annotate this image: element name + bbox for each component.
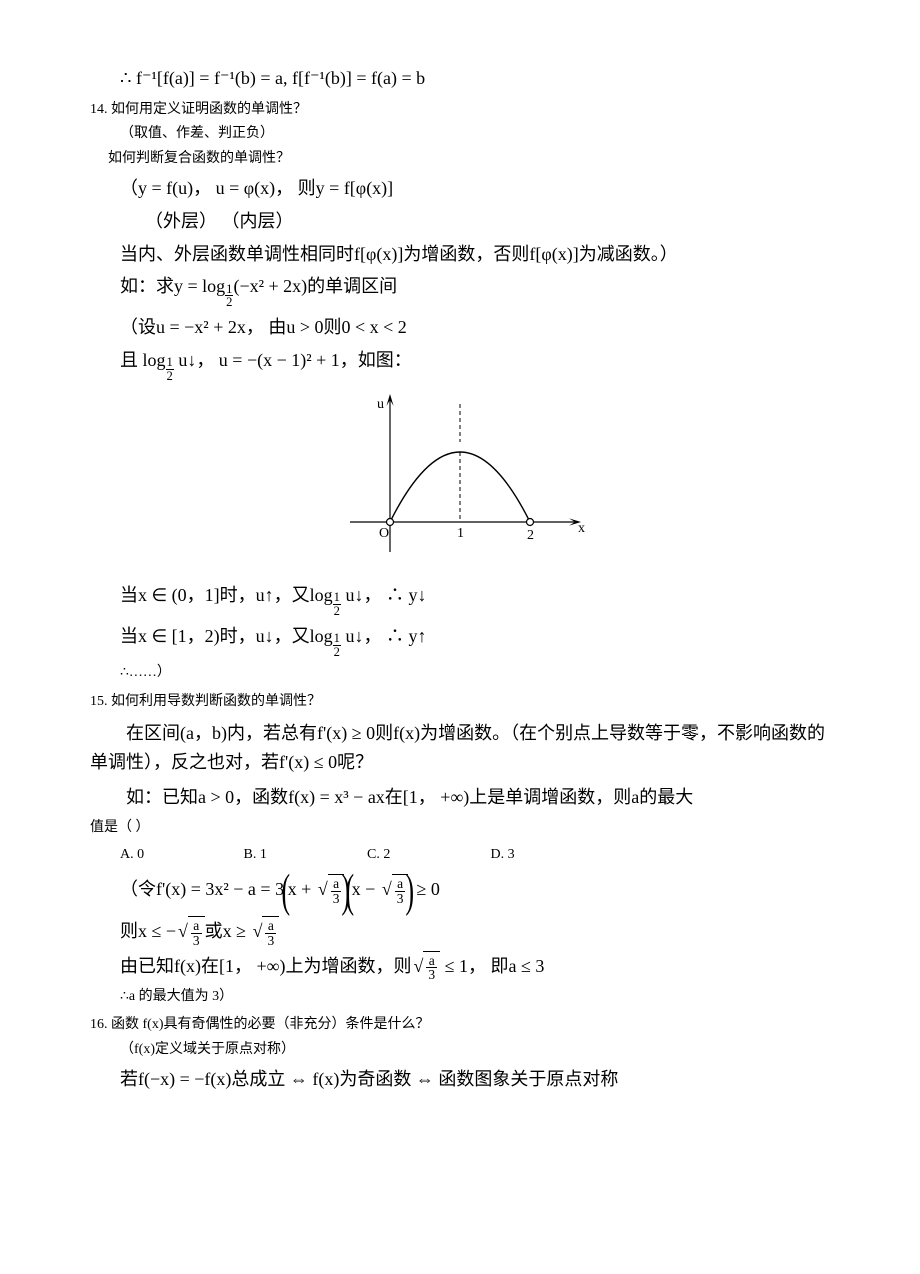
q14-sub2: 如何判断复合函数的单调性？ [108, 148, 830, 170]
q14-sub1: （取值、作差、判正负） [120, 123, 830, 145]
q14-example: 如：求y = log12(−x² + 2x)的单调区间 [120, 272, 830, 309]
known-b: ≤ 1， 即a ≤ 3 [440, 956, 544, 976]
q15-ex1-tail: 值是（ ） [90, 817, 830, 839]
xtick-1: 1 [457, 526, 464, 541]
q16-title: 16. 函数 f(x)具有奇偶性的必要（非充分）条件是什么？ [90, 1014, 830, 1036]
and-log-a: 且 log [120, 350, 166, 370]
q14-tail: ∴……） [120, 662, 830, 684]
q14-layers: （外层） （内层） [145, 207, 830, 236]
q14-line2: 当内、外层函数单调性相同时f[φ(x)]为增函数，否则f[φ(x)]为减函数。） [120, 240, 830, 269]
q15-then: 则x ≤ −a3或x ≥ a3 [120, 916, 830, 947]
parabola-graph: O 1 2 x u [90, 392, 830, 571]
q14-case2: 当x ∈ [1，2)时，u↓，又log12 u↓， ∴ y↑ [120, 622, 830, 659]
q15-options: A. 0 B. 1 C. 2 D. 3 [120, 844, 830, 866]
x-label: x [578, 521, 585, 536]
log-base-half-3: 12 [333, 591, 341, 617]
sqrt-a3-5: a3 [411, 951, 440, 982]
u-label: u [377, 397, 384, 412]
sqrt-a3-4: a3 [251, 916, 280, 947]
sqrt-a3-3: a3 [176, 916, 205, 947]
case2-b: u↓， ∴ y↑ [341, 626, 427, 646]
then-a: 则x ≤ − [120, 921, 176, 941]
q14-case1: 当x ∈ (0，1]时，u↑，又log12 u↓， ∴ y↓ [120, 581, 830, 618]
deriv-a: （令f'(x) = 3x² − a = 3 [120, 879, 284, 899]
q15-ex1: 如：已知a > 0，函数f(x) = x³ − ax在[1， +∞)上是单调增函… [90, 783, 830, 812]
q14-set-u: （设u = −x² + 2x， 由u > 0则0 < x < 2 [120, 313, 830, 342]
opt-b: B. 1 [244, 844, 364, 866]
q15-deriv: （令f'(x) = 3x² − a = 3(x + a3)(x − a3) ≥ … [120, 870, 830, 912]
q14-line1: （y = f(u)， u = φ(x)， 则y = f[φ(x)] [120, 174, 830, 203]
sqrt-a3-2: a3 [380, 874, 409, 905]
q16-line: 若f(−x) = −f(x)总成立 ⇔ f(x)为奇函数 ⇔ 函数图象关于原点对… [120, 1065, 830, 1094]
case1-a: 当x ∈ (0，1]时，u↑，又log [120, 585, 333, 605]
q15-title: 15. 如何利用导数判断函数的单调性？ [90, 691, 830, 713]
sqrt-a3-1: a3 [316, 874, 345, 905]
known-a: 由已知f(x)在[1， +∞)上为增函数，则 [120, 956, 411, 976]
q15-p1: 在区间(a，b)内，若总有f'(x) ≥ 0则f(x)为增函数。（在个别点上导数… [90, 719, 830, 777]
log-base-half-4: 12 [333, 632, 341, 658]
case2-a: 当x ∈ [1，2)时，u↓，又log [120, 626, 333, 646]
q15-conclusion: ∴a 的最大值为 3） [120, 986, 830, 1008]
ex-prefix: 如：求y = log [120, 276, 225, 296]
and-log-b: u↓， u = −(x − 1)² + 1，如图： [174, 350, 412, 370]
eq-top: ∴ f⁻¹[f(a)] = f⁻¹(b) = a, f[f⁻¹(b)] = f(… [120, 64, 830, 93]
ex-suffix: (−x² + 2x)的单调区间 [233, 276, 397, 296]
q15-known: 由已知f(x)在[1， +∞)上为增函数，则a3 ≤ 1， 即a ≤ 3 [120, 951, 830, 982]
open-point-2 [527, 519, 534, 526]
opt-a: A. 0 [120, 844, 240, 866]
case1-b: u↓， ∴ y↓ [341, 585, 427, 605]
deriv-mid1: x + [288, 879, 316, 899]
open-point-0 [387, 519, 394, 526]
q16-sub: （f(x)定义域关于原点对称） [120, 1039, 830, 1061]
graph-svg: O 1 2 x u [330, 392, 590, 562]
deriv-mid2: x − [352, 879, 380, 899]
origin-label: O [379, 526, 389, 541]
xtick-2: 2 [527, 528, 534, 543]
log-base-half-2: 12 [166, 356, 174, 382]
q14-and-log: 且 log12 u↓， u = −(x − 1)² + 1，如图： [120, 346, 830, 383]
deriv-end: ≥ 0 [412, 879, 440, 899]
then-mid: 或x ≥ [205, 921, 251, 941]
opt-d: D. 3 [491, 844, 611, 866]
q14-title: 14. 如何用定义证明函数的单调性？ [90, 99, 830, 121]
opt-c: C. 2 [367, 844, 487, 866]
